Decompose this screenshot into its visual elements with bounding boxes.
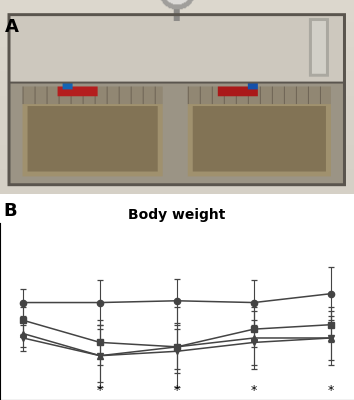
Text: B: B — [4, 202, 17, 220]
Text: *: * — [97, 384, 103, 397]
Text: *: * — [328, 384, 334, 397]
Title: Body weight: Body weight — [128, 208, 226, 222]
Text: *: * — [174, 384, 180, 397]
Text: *: * — [251, 384, 257, 397]
Text: A: A — [5, 18, 19, 36]
